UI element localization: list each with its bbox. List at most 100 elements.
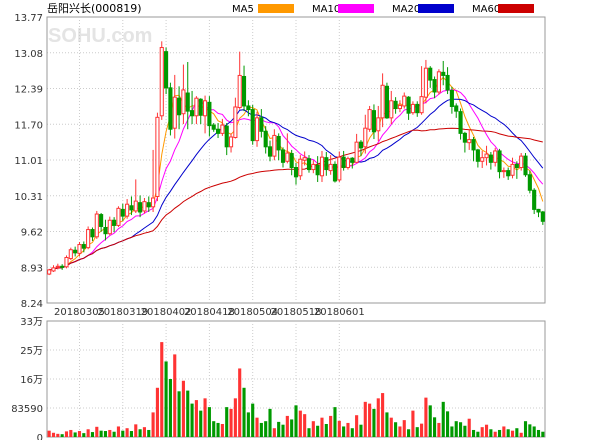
volume-bar	[147, 429, 151, 437]
candle-up	[181, 89, 186, 115]
legend-swatch-ma5	[258, 4, 294, 13]
volume-bar	[446, 411, 450, 437]
candle-down	[207, 101, 212, 127]
volume-bar	[372, 408, 376, 437]
x-tick-label: 20180518	[271, 307, 322, 318]
legend-label-ma5: MA5	[232, 4, 254, 15]
x-axis: 2018030520180319201804022018041820180504…	[54, 307, 365, 318]
candle-down	[445, 74, 450, 91]
volume-bar	[116, 426, 121, 437]
candle-up	[47, 269, 52, 275]
legend-label-ma10: MA10	[312, 4, 340, 15]
candle-down	[523, 155, 528, 176]
volume-bar	[220, 423, 224, 437]
volume-bar	[385, 412, 389, 437]
legend-swatch-ma20	[418, 4, 454, 13]
candle-down	[475, 149, 480, 162]
volume-bar	[138, 429, 142, 437]
volume-bar	[90, 432, 95, 437]
volume-bar	[194, 400, 198, 437]
candle-down	[324, 157, 329, 171]
volume-bar	[355, 415, 359, 437]
candle-down	[263, 130, 268, 148]
candle-down	[341, 156, 346, 168]
volume-bar	[103, 431, 108, 437]
candle-down	[280, 149, 286, 163]
candle-up	[272, 134, 277, 157]
volume-tick-label: 25万	[20, 346, 43, 357]
candle-down	[462, 132, 467, 143]
legend: MA5 MA10 MA20 MA60	[232, 4, 534, 15]
volume-bar	[450, 426, 454, 437]
candle-up	[302, 157, 307, 161]
volume-bar	[454, 421, 458, 437]
volume-bar	[285, 415, 289, 437]
x-tick-label: 20180418	[184, 307, 235, 318]
volume-bar	[311, 421, 315, 437]
legend-swatch-ma10	[338, 4, 374, 13]
x-tick-label: 20180402	[141, 307, 192, 318]
volume-bar	[433, 417, 437, 437]
candle-down	[215, 128, 221, 134]
volume-bar	[506, 429, 510, 437]
candle-down	[103, 226, 108, 235]
volume-bar	[255, 417, 259, 437]
candle-up	[519, 155, 524, 168]
volume-bar	[268, 408, 272, 437]
candle-down	[371, 110, 377, 133]
candle-down	[306, 158, 312, 171]
candle-down	[168, 87, 173, 130]
volume-bar	[532, 426, 536, 437]
candle-down	[241, 75, 247, 107]
candle-down	[246, 105, 251, 111]
volume-bar	[298, 410, 302, 437]
candle-down	[332, 163, 338, 182]
volume-bar	[259, 422, 263, 437]
candle-down	[112, 219, 117, 226]
volume-bar	[155, 387, 159, 437]
volume-bar	[99, 430, 103, 437]
candle-down	[315, 164, 320, 176]
candle-up	[510, 163, 515, 176]
volume-bar	[342, 426, 346, 437]
price-tick-label: 12.39	[14, 85, 43, 96]
volume-bar	[73, 432, 77, 437]
volume-tick-label: 0	[37, 433, 43, 440]
volume-bar	[541, 431, 545, 437]
volume-bar	[229, 408, 233, 437]
x-tick-label: 20180305	[54, 307, 105, 318]
volume-bar	[207, 407, 211, 437]
volume-bar	[294, 405, 298, 437]
candle-up	[501, 170, 506, 173]
volume-bar	[502, 426, 506, 437]
price-grid	[46, 16, 546, 304]
candle-down	[146, 202, 151, 208]
volume-bar	[467, 418, 471, 437]
volume-bar	[420, 423, 424, 437]
volume-bar	[168, 379, 172, 437]
volume-bar	[316, 425, 320, 437]
volume-bar	[307, 428, 311, 437]
volume-bar	[303, 414, 307, 437]
candle-up	[51, 267, 56, 272]
volume-bar	[177, 391, 181, 437]
price-tick-label: 11.01	[14, 156, 43, 167]
candle-up	[55, 265, 60, 268]
candle-up	[172, 96, 177, 129]
candle-down	[224, 125, 229, 148]
price-tick-label: 13.08	[14, 49, 43, 60]
price-tick-label: 8.24	[21, 299, 43, 310]
volume-bar	[510, 430, 515, 437]
candle-up	[436, 71, 441, 93]
candle-up	[423, 67, 428, 98]
candle-down	[497, 150, 502, 173]
candle-up	[410, 103, 415, 114]
candle-down	[415, 103, 420, 114]
volume-bar	[497, 429, 502, 437]
candle-up	[467, 139, 472, 144]
price-tick-label: 11.70	[14, 120, 43, 131]
candle-up	[133, 200, 138, 212]
candle-down	[527, 174, 532, 191]
candle-down	[293, 166, 299, 178]
candle-down	[138, 202, 143, 213]
